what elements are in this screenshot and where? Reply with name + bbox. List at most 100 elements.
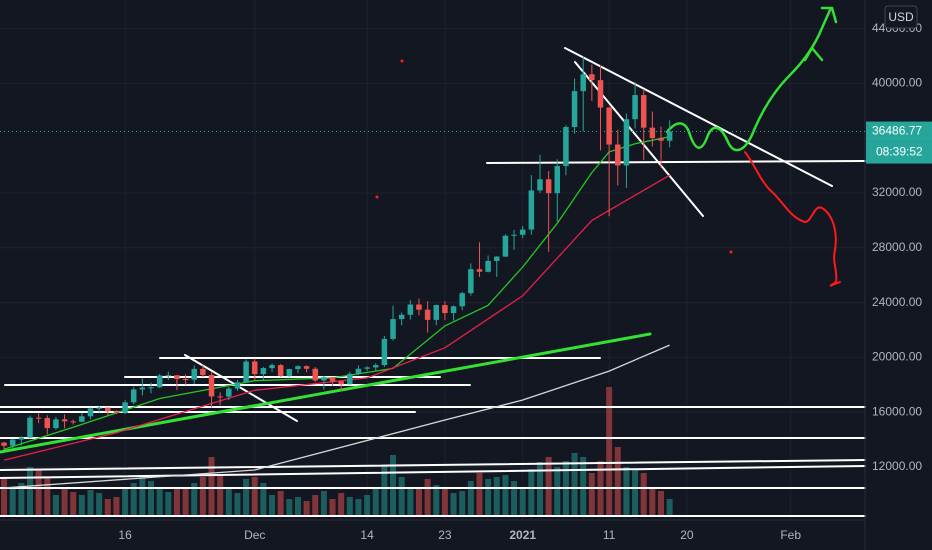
volume-bar (139, 475, 146, 517)
candle-body (165, 375, 172, 377)
volume-bar (173, 487, 180, 517)
currency[interactable]: USD (888, 10, 914, 24)
bull-scenario (665, 8, 832, 152)
volume-bar (113, 497, 120, 517)
candle-body (148, 387, 154, 389)
candle-body (139, 387, 146, 390)
volume-bar (459, 491, 466, 517)
volume-bar (130, 483, 137, 517)
volume-bar (87, 490, 94, 517)
volume-bar (251, 477, 258, 517)
volume-bar (346, 497, 353, 517)
countdown-label: 08:39:52 (876, 145, 923, 159)
candle-body (563, 126, 569, 167)
support-line (0, 465, 866, 479)
candle-body (632, 95, 638, 120)
candle-body (615, 144, 621, 166)
candle-body (640, 95, 647, 128)
volume-bar (320, 491, 327, 517)
countdown-box (866, 141, 932, 164)
volume-bar (294, 497, 301, 517)
candle-body (580, 74, 586, 92)
volume-bar (260, 483, 267, 517)
candle-body (390, 319, 396, 339)
candle-body (666, 131, 673, 141)
volume-bar (225, 489, 232, 517)
volume-bar (191, 483, 198, 517)
volume-bar (554, 467, 561, 517)
volume-bar (390, 455, 397, 517)
volume-bar (243, 479, 250, 517)
x-tick-label: Dec (244, 528, 265, 542)
candle-body (476, 269, 483, 272)
volume-bar (364, 495, 371, 517)
candle-body (87, 408, 94, 417)
candle-body (450, 306, 457, 314)
volume-bar (286, 499, 293, 517)
dot (400, 59, 404, 63)
x-tick-label: 2021 (509, 528, 536, 542)
volume-bar (165, 492, 172, 517)
candle-body (545, 179, 552, 194)
y-tick-label: 32000.00 (872, 185, 922, 199)
candle-body (502, 235, 509, 257)
currency-box[interactable] (884, 5, 918, 29)
volume-bar (666, 499, 673, 517)
candle-body (27, 417, 33, 438)
candle-body (9, 439, 16, 446)
candle-body (528, 190, 535, 230)
candle-body (658, 138, 664, 141)
trend-line (564, 47, 833, 187)
candle-body (269, 365, 275, 369)
volume-bar (614, 447, 621, 517)
trend-line (574, 61, 704, 217)
volume-bar (156, 487, 163, 517)
volume-bar (381, 465, 388, 517)
volume-bar (122, 489, 129, 517)
volume-bar (658, 491, 665, 517)
volume-bar (35, 469, 42, 517)
x-tick-label: 11 (603, 528, 616, 542)
y-tick-label: 24000.00 (872, 295, 922, 309)
candle-body (243, 361, 249, 383)
last-price-box (866, 121, 932, 142)
candle-body (277, 365, 284, 376)
y-tick-label: 20000.00 (872, 350, 922, 364)
volume-bar (329, 499, 336, 517)
y-tick-label: 16000.00 (872, 404, 922, 418)
candle-body (70, 421, 76, 423)
candle-body (303, 366, 310, 369)
volume-bar (9, 487, 16, 517)
candle-body (35, 417, 42, 419)
candle-body (485, 260, 491, 272)
candle-body (381, 338, 388, 366)
x-tick-label: 23 (438, 528, 452, 542)
candle-body (424, 309, 431, 320)
volume-bar (104, 499, 111, 517)
candle-body (321, 377, 327, 381)
dot (729, 250, 733, 254)
trend-line (184, 354, 298, 422)
y-tick-label: 12000.00 (872, 459, 922, 473)
candle-body (373, 365, 379, 368)
volume-bar (502, 475, 509, 517)
candle-body (364, 367, 370, 369)
candle-body (649, 127, 656, 139)
support-line (0, 459, 866, 471)
drawings (0, 6, 866, 517)
candle-body (96, 407, 102, 409)
candle-body (338, 381, 344, 385)
volume-bar (640, 473, 647, 517)
candle-body (156, 375, 163, 388)
volume-bar (269, 495, 276, 517)
candle-body (234, 382, 241, 389)
candle-body (312, 368, 318, 381)
volume-bar (338, 493, 345, 517)
volume-bar (528, 469, 535, 517)
candle-body (260, 368, 267, 375)
candle-body (208, 374, 215, 397)
candle-body (200, 368, 206, 375)
volume-bar (234, 493, 241, 517)
candle-body (44, 417, 51, 429)
